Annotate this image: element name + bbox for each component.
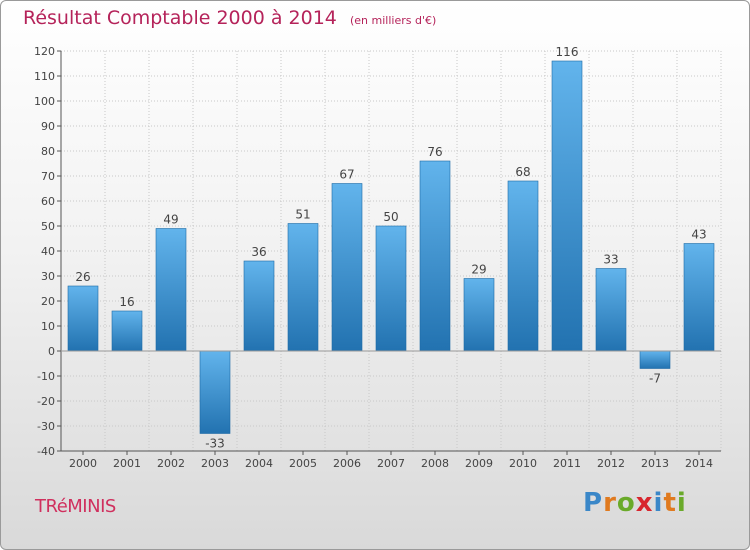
logo-letter: o <box>616 488 636 518</box>
x-tick-label-2000: 2000 <box>69 457 97 470</box>
value-label-2001: 16 <box>119 295 134 309</box>
y-tick-label: 110 <box>34 70 55 83</box>
x-tick-label-2005: 2005 <box>289 457 317 470</box>
x-tick-label-2002: 2002 <box>157 457 185 470</box>
x-tick-label-2007: 2007 <box>377 457 405 470</box>
y-tick-label: 0 <box>48 345 55 358</box>
y-tick-label: -30 <box>37 420 55 433</box>
logo-letter: r <box>603 488 617 518</box>
value-label-2004: 36 <box>251 245 266 259</box>
x-tick-label-2011: 2011 <box>553 457 581 470</box>
logo-letter: P <box>583 488 604 518</box>
logo-letter: x <box>635 488 654 518</box>
value-label-2014: 43 <box>691 228 706 242</box>
value-label-2010: 68 <box>515 165 530 179</box>
x-tick-label-2001: 2001 <box>113 457 141 470</box>
bar-layer <box>67 60 715 434</box>
x-tick-label-2013: 2013 <box>641 457 669 470</box>
x-tick-label-2014: 2014 <box>685 457 713 470</box>
chart-subtitle: (en milliers d'€) <box>349 14 437 27</box>
bar-2012 <box>595 268 627 352</box>
town-name: TRéMINIS <box>35 496 116 517</box>
bar-2000 <box>67 285 99 352</box>
bar-2001 <box>111 310 143 352</box>
x-tick-label-2009: 2009 <box>465 457 493 470</box>
y-tick-label: 60 <box>41 195 55 208</box>
y-tick-label: 120 <box>34 45 55 58</box>
y-tick-label: 10 <box>41 320 55 333</box>
y-tick-label: -20 <box>37 395 55 408</box>
bar-2010 <box>507 180 539 352</box>
y-tick-label: 40 <box>41 245 55 258</box>
y-tick-label: 100 <box>34 95 55 108</box>
bar-2009 <box>463 278 495 352</box>
bar-2007 <box>375 225 407 352</box>
logo-letter: t <box>663 488 677 518</box>
bar-2013 <box>639 350 671 369</box>
title-row: Résultat Comptable 2000 à 2014 (en milli… <box>23 7 436 29</box>
bar-2011 <box>551 60 583 352</box>
y-tick-label: 70 <box>41 170 55 183</box>
logo-letter: i <box>676 488 687 518</box>
x-tick-label-2006: 2006 <box>333 457 361 470</box>
value-label-2003: -33 <box>205 437 225 451</box>
value-label-2002: 49 <box>163 213 178 227</box>
value-label-2000: 26 <box>75 270 90 284</box>
y-tick-label: 30 <box>41 270 55 283</box>
value-label-2005: 51 <box>295 208 310 222</box>
value-label-2006: 67 <box>339 168 354 182</box>
value-label-2012: 33 <box>603 253 618 267</box>
x-tick-label-2010: 2010 <box>509 457 537 470</box>
logo-letter: i <box>653 488 664 518</box>
value-label-2009: 29 <box>471 263 486 277</box>
bar-2005 <box>287 223 319 352</box>
x-tick-label-2008: 2008 <box>421 457 449 470</box>
x-tick-label-2012: 2012 <box>597 457 625 470</box>
y-tick-label: -10 <box>37 370 55 383</box>
bar-2004 <box>243 260 275 352</box>
value-label-2011: 116 <box>556 45 579 59</box>
value-label-2007: 50 <box>383 210 398 224</box>
y-tick-label: 90 <box>41 120 55 133</box>
y-tick-label: 80 <box>41 145 55 158</box>
x-tick-label-2003: 2003 <box>201 457 229 470</box>
chart-title: Résultat Comptable 2000 à 2014 <box>23 7 337 29</box>
bar-2002 <box>155 228 187 352</box>
label-layer: 26 16 49 -33 36 51 67 50 76 29 68 116 33 -7 43 <box>75 45 706 451</box>
value-label-2013: -7 <box>649 372 661 386</box>
bar-2003 <box>199 350 231 434</box>
bar-2008 <box>419 160 451 352</box>
y-tick-label: 20 <box>41 295 55 308</box>
bar-2014 <box>683 243 715 352</box>
y-tick-label: 50 <box>41 220 55 233</box>
x-tick-label-2004: 2004 <box>245 457 273 470</box>
bar-2006 <box>331 183 363 352</box>
value-label-2008: 76 <box>427 145 442 159</box>
y-tick-label: -40 <box>37 445 55 458</box>
axis-layer: -40 -30 -20 -10 0 10 20 30 40 50 60 70 80 90 100 110 120… <box>34 45 721 470</box>
proxiti-logo: Proxiti <box>583 488 687 518</box>
